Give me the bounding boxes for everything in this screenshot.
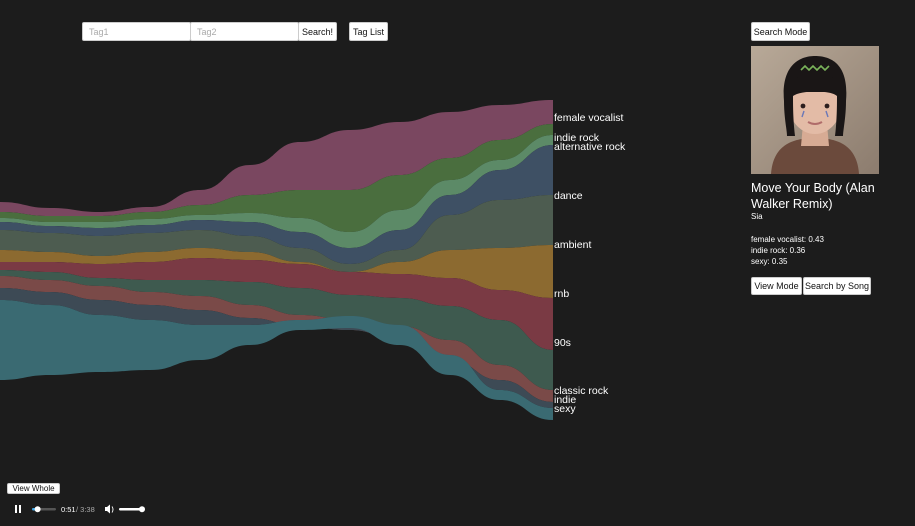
stream-label-90s: 90s [554,337,571,349]
stream-label-ambient: ambient [554,239,592,251]
tag-score-item: sexy: 0.35 [751,257,788,266]
tag-score-item: female vocalist: 0.43 [751,235,824,244]
audio-player[interactable]: 0:51 / 3:38 [8,501,148,519]
tag2-input[interactable] [190,22,299,41]
current-time: 0:51 [61,505,76,514]
tag-score-item: indie rock: 0.36 [751,246,806,255]
view-whole-button[interactable]: View Whole [7,483,60,494]
tag-scores: female vocalist: 0.43 indie rock: 0.36 s… [751,234,824,267]
tag-streamgraph[interactable] [0,0,560,440]
stream-label-dance: dance [554,190,583,202]
stream-layers[interactable] [0,100,553,420]
stream-layer-ambient[interactable] [0,195,553,272]
stream-label-female-vocalist: female vocalist [554,112,624,124]
stream-layer-sexy[interactable] [0,288,553,408]
stream-layer-rnb[interactable] [0,245,553,298]
stream-label-indie-rock: indie rock [554,132,599,144]
pause-icon[interactable] [15,505,21,513]
volume-icon[interactable] [105,504,114,514]
stream-label-alternative-rock: alternative rock [554,141,626,153]
artist-name: Sia [751,212,763,221]
search-by-song-button[interactable]: Search by Song [803,277,871,295]
tag-list-button[interactable]: Tag List [349,22,388,41]
stream-layer-90s[interactable] [0,258,553,350]
tag1-input[interactable] [82,22,191,41]
volume-handle[interactable] [139,506,145,513]
stream-layer-other[interactable] [0,300,553,420]
album-cover-image [751,46,879,174]
stream-layer-indie-rock[interactable] [0,124,553,232]
stream-layer-female-vocalist[interactable] [0,100,553,216]
stream-layer-dance[interactable] [0,145,553,264]
total-time: / 3:38 [76,505,95,514]
stream-layer-alternative-rock[interactable] [0,135,553,248]
stream-label-rnb: rnb [554,288,570,300]
stream-label-sexy: sexy [554,403,576,415]
seek-handle[interactable] [34,506,41,513]
volume-level [119,508,143,511]
view-mode-button[interactable]: View Mode [751,277,802,295]
stream-label-classic-rock: classic rock [554,385,609,397]
stream-layer-indie[interactable] [0,276,553,402]
stream-layer-classic-rock[interactable] [0,270,553,390]
search-button[interactable]: Search! [298,22,337,41]
stream-label-indie: indie [554,394,577,406]
song-title: Move Your Body (Alan Walker Remix) [751,181,875,211]
search-mode-button[interactable]: Search Mode [751,22,810,41]
